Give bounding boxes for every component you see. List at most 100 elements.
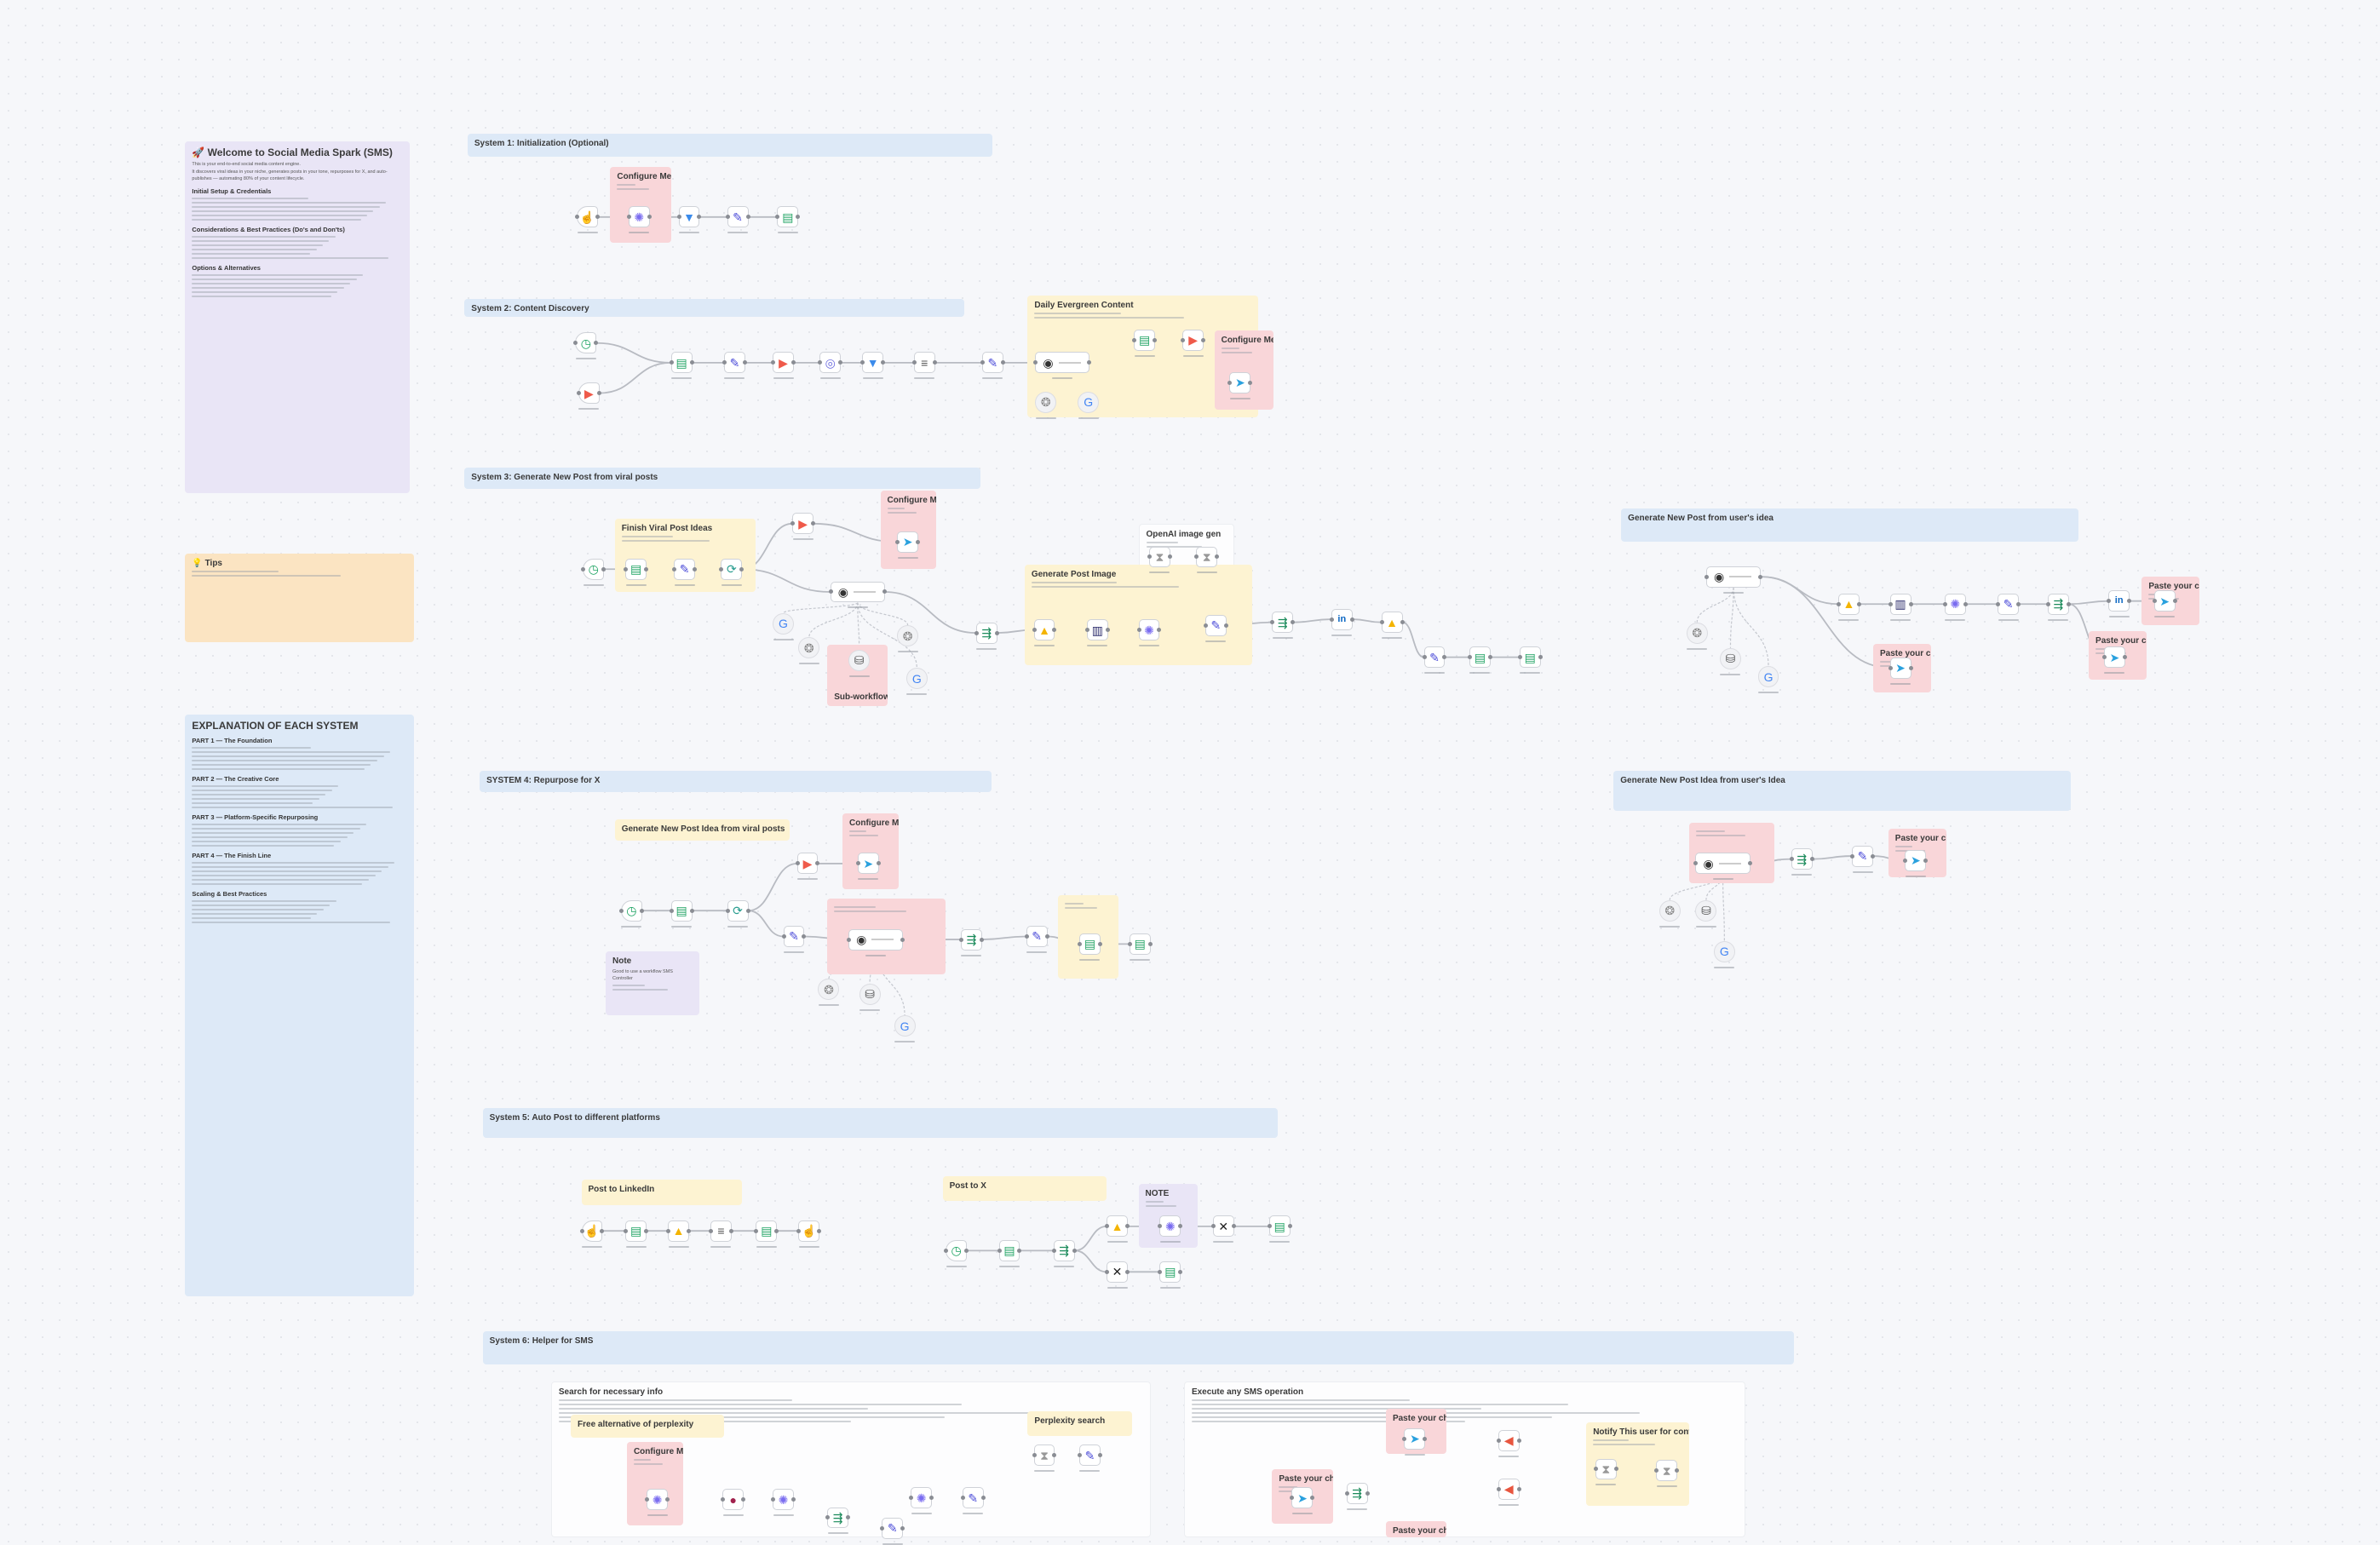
input-port[interactable] bbox=[959, 937, 963, 942]
input-port[interactable] bbox=[573, 341, 578, 346]
output-port[interactable] bbox=[742, 360, 747, 365]
input-port[interactable] bbox=[974, 630, 979, 635]
output-port[interactable] bbox=[900, 1525, 905, 1531]
output-port[interactable] bbox=[2172, 599, 2177, 604]
workflow-node[interactable]: ✺ bbox=[909, 1487, 934, 1509]
input-port[interactable] bbox=[1402, 1436, 1407, 1441]
workflow-node[interactable]: ▲ bbox=[1837, 593, 1861, 615]
sticky-note-system-3-generate-new-post-from-viral-posts[interactable]: System 3: Generate New Post from viral p… bbox=[464, 467, 981, 489]
output-port[interactable] bbox=[1223, 623, 1228, 628]
output-port[interactable] bbox=[639, 908, 644, 913]
output-port[interactable] bbox=[1870, 853, 1875, 859]
input-port[interactable] bbox=[1032, 1453, 1037, 1458]
input-port[interactable] bbox=[1704, 574, 1709, 579]
workflow-node[interactable]: ❂ bbox=[798, 637, 820, 659]
output-port[interactable] bbox=[1157, 628, 1162, 633]
workflow-node[interactable]: ▤ bbox=[1158, 1261, 1183, 1283]
output-port[interactable] bbox=[600, 1228, 605, 1233]
sticky-note-configure-me[interactable]: Configure Me! bbox=[1214, 330, 1274, 411]
output-port[interactable] bbox=[1231, 1224, 1236, 1229]
output-port[interactable] bbox=[1963, 601, 1968, 606]
workflow-node[interactable]: ◷ bbox=[618, 899, 644, 922]
workflow-node[interactable]: ❂ bbox=[1659, 899, 1681, 922]
workflow-node[interactable]: ▤ bbox=[1267, 1215, 1292, 1238]
output-port[interactable] bbox=[882, 589, 887, 594]
input-port[interactable] bbox=[855, 861, 860, 866]
input-port[interactable] bbox=[825, 1515, 831, 1520]
input-port[interactable] bbox=[575, 215, 580, 220]
sticky-note-post-to-x[interactable]: Post to X bbox=[942, 1176, 1107, 1201]
output-port[interactable] bbox=[881, 360, 886, 365]
output-port[interactable] bbox=[1215, 554, 1220, 560]
input-port[interactable] bbox=[579, 1228, 584, 1233]
workflow-node[interactable]: ▥ bbox=[1888, 593, 1913, 615]
workflow-node[interactable]: ⇶ bbox=[974, 622, 999, 644]
workflow-node[interactable]: ▤ bbox=[1517, 646, 1543, 669]
input-port[interactable] bbox=[960, 1496, 965, 1501]
input-port[interactable] bbox=[1270, 620, 1275, 625]
input-port[interactable] bbox=[719, 566, 724, 571]
output-port[interactable] bbox=[647, 215, 652, 220]
input-port[interactable] bbox=[1379, 620, 1384, 625]
input-port[interactable] bbox=[1033, 360, 1038, 365]
workflow-node[interactable]: ◉ bbox=[1704, 566, 1763, 588]
workflow-node[interactable]: ⇶ bbox=[2045, 593, 2071, 615]
workflow-node[interactable]: ◷ bbox=[581, 558, 606, 580]
workflow-node[interactable]: G bbox=[773, 612, 794, 635]
connection-line[interactable] bbox=[596, 342, 671, 364]
output-port[interactable] bbox=[689, 908, 694, 913]
input-port[interactable] bbox=[722, 360, 727, 365]
workflow-node[interactable]: ▲ bbox=[1105, 1215, 1130, 1238]
workflow-node[interactable]: ✎ bbox=[980, 352, 1005, 374]
output-port[interactable] bbox=[741, 1497, 746, 1502]
workflow-node[interactable]: ⇶ bbox=[1344, 1483, 1370, 1504]
workflow-node[interactable]: ⛁ bbox=[848, 649, 871, 671]
output-port[interactable] bbox=[980, 1496, 986, 1501]
output-port[interactable] bbox=[2066, 601, 2071, 606]
sticky-note-free-alternative-of-perplexity[interactable]: Free alternative of perplexity bbox=[571, 1414, 724, 1438]
input-port[interactable] bbox=[790, 521, 796, 526]
input-port[interactable] bbox=[1078, 941, 1082, 946]
workflow-node[interactable]: ≡ bbox=[708, 1220, 733, 1242]
input-port[interactable] bbox=[576, 391, 581, 396]
connection-line[interactable] bbox=[1812, 855, 1853, 860]
output-port[interactable] bbox=[697, 215, 702, 220]
output-port[interactable] bbox=[1178, 1269, 1183, 1274]
output-port[interactable] bbox=[1052, 628, 1057, 633]
input-port[interactable] bbox=[581, 566, 586, 571]
workflow-node[interactable]: ➤ bbox=[1227, 371, 1253, 393]
output-port[interactable] bbox=[1072, 1248, 1077, 1253]
workflow-node[interactable]: in bbox=[1329, 608, 1354, 630]
workflow-node[interactable]: G bbox=[1713, 940, 1735, 962]
sticky-note-paste-your-chatid[interactable]: Paste your chatID bbox=[1385, 1520, 1447, 1538]
input-port[interactable] bbox=[1422, 655, 1427, 660]
input-port[interactable] bbox=[1789, 857, 1794, 862]
input-port[interactable] bbox=[1024, 933, 1029, 939]
input-port[interactable] bbox=[980, 360, 985, 365]
sticky-note-explanation-of-each-system[interactable]: EXPLANATION OF EACH SYSTEM PART 1 — The F… bbox=[185, 715, 415, 1296]
output-port[interactable] bbox=[1856, 601, 1861, 606]
input-port[interactable] bbox=[754, 1228, 759, 1233]
input-port[interactable] bbox=[676, 215, 681, 220]
input-port[interactable] bbox=[645, 1497, 650, 1502]
input-port[interactable] bbox=[721, 1497, 726, 1502]
workflow-node[interactable]: ▤ bbox=[775, 206, 801, 228]
input-port[interactable] bbox=[1344, 1490, 1349, 1496]
input-port[interactable] bbox=[911, 360, 917, 365]
workflow-node[interactable]: ✺ bbox=[1942, 593, 1968, 615]
output-port[interactable] bbox=[596, 391, 601, 396]
output-port[interactable] bbox=[774, 1228, 779, 1233]
output-port[interactable] bbox=[811, 521, 816, 526]
output-port[interactable] bbox=[1248, 380, 1253, 385]
input-port[interactable] bbox=[1593, 1467, 1598, 1472]
output-port[interactable] bbox=[728, 1228, 733, 1233]
connection-line[interactable] bbox=[1074, 1249, 1107, 1273]
workflow-node[interactable]: ➤ bbox=[1903, 849, 1929, 871]
output-port[interactable] bbox=[1044, 933, 1049, 939]
sticky-note-tips[interactable]: 💡 Tips bbox=[185, 554, 415, 642]
workflow-node[interactable]: ✎ bbox=[725, 206, 750, 228]
sticky-note-generate-new-post-idea-from-user-s-idea[interactable]: Generate New Post Idea from user's Idea bbox=[1613, 771, 2071, 811]
output-port[interactable] bbox=[644, 566, 649, 571]
input-port[interactable] bbox=[1105, 1224, 1110, 1229]
input-port[interactable] bbox=[1903, 858, 1908, 863]
